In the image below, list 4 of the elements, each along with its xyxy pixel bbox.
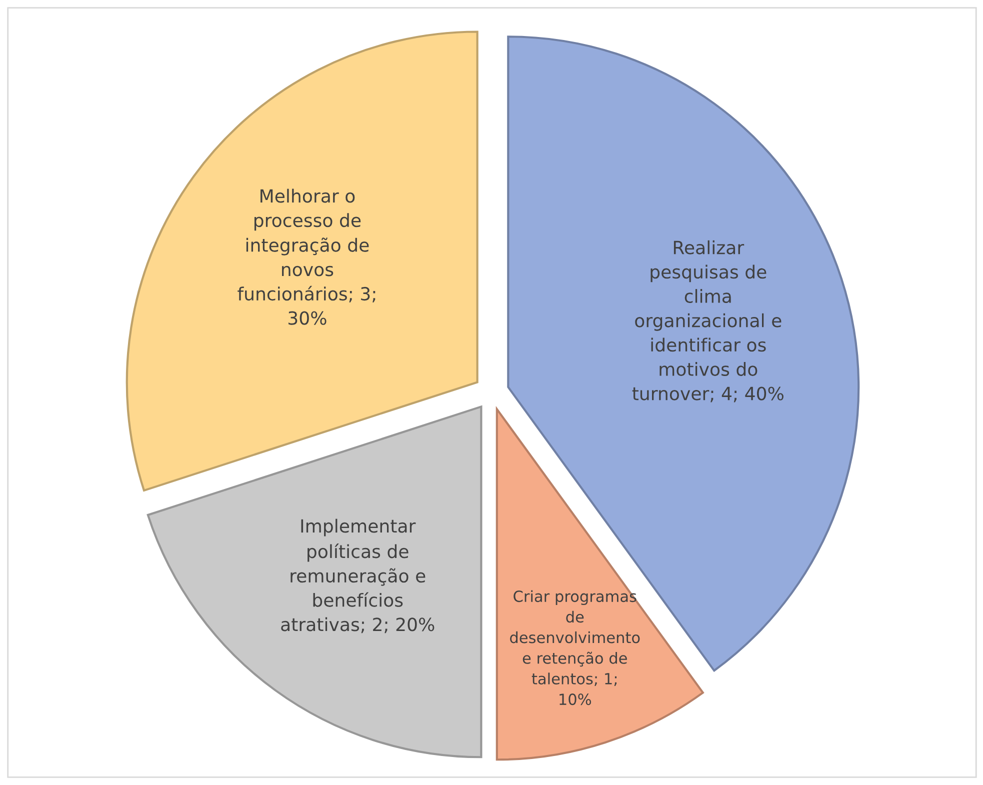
slice-label: Melhorar o processo de integração de novos funcionários; 3; 30% [238,188,376,325]
slice-label: Criar programas de desenvolvimento e retenção de talentos; 1; 10% [510,590,640,706]
slice-label: Realizar pesquisas de clima organizacional e identificar os motivos do turnover; 4; 40% [632,240,784,402]
slice-label: Implementar políticas de remuneração e benefícios atrativas; 2; 20% [281,518,434,634]
